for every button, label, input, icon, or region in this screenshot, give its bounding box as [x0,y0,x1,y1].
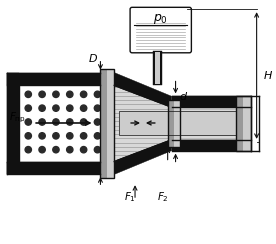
Bar [7,72,19,174]
Circle shape [25,133,31,139]
Circle shape [39,91,45,98]
Text: $p_0$: $p_0$ [153,12,168,26]
Circle shape [94,105,101,111]
Text: H: H [264,71,272,81]
Bar [168,100,174,147]
Circle shape [81,119,87,125]
Circle shape [67,133,73,139]
Bar [172,140,251,151]
Bar [155,52,160,84]
Bar [236,96,243,151]
Text: $F_{\mathsf{пр}}$: $F_{\mathsf{пр}}$ [9,111,26,125]
Circle shape [25,91,31,98]
Bar [168,100,179,147]
Bar [153,51,162,85]
Circle shape [94,146,101,153]
Bar [100,69,107,178]
Circle shape [94,91,101,98]
Circle shape [94,119,101,125]
Polygon shape [114,85,172,162]
Circle shape [67,146,73,153]
Text: d: d [180,92,187,102]
Circle shape [25,146,31,153]
Bar [7,72,100,85]
Circle shape [67,105,73,111]
Text: $F_2$: $F_2$ [157,190,169,204]
Circle shape [67,91,73,98]
Circle shape [25,105,31,111]
Circle shape [81,105,87,111]
Text: $F_1$: $F_1$ [124,190,136,204]
Bar [107,69,114,178]
Circle shape [53,119,59,125]
Bar [100,69,114,178]
Circle shape [39,133,45,139]
Circle shape [67,119,73,125]
Circle shape [39,146,45,153]
Circle shape [81,133,87,139]
Bar [119,111,236,135]
Bar [236,96,251,151]
Circle shape [53,146,59,153]
Circle shape [53,133,59,139]
Circle shape [25,119,31,125]
Bar [7,162,100,174]
Circle shape [81,146,87,153]
Bar [236,96,251,151]
Circle shape [53,91,59,98]
Circle shape [94,133,101,139]
Bar [119,111,236,135]
Circle shape [39,119,45,125]
Bar [19,85,100,162]
Bar [172,107,236,140]
Polygon shape [114,140,172,174]
Bar [168,100,179,147]
Circle shape [39,105,45,111]
Circle shape [81,91,87,98]
FancyBboxPatch shape [130,7,191,53]
Text: D: D [88,54,97,64]
Circle shape [53,105,59,111]
Polygon shape [114,72,172,107]
Bar [172,96,251,107]
